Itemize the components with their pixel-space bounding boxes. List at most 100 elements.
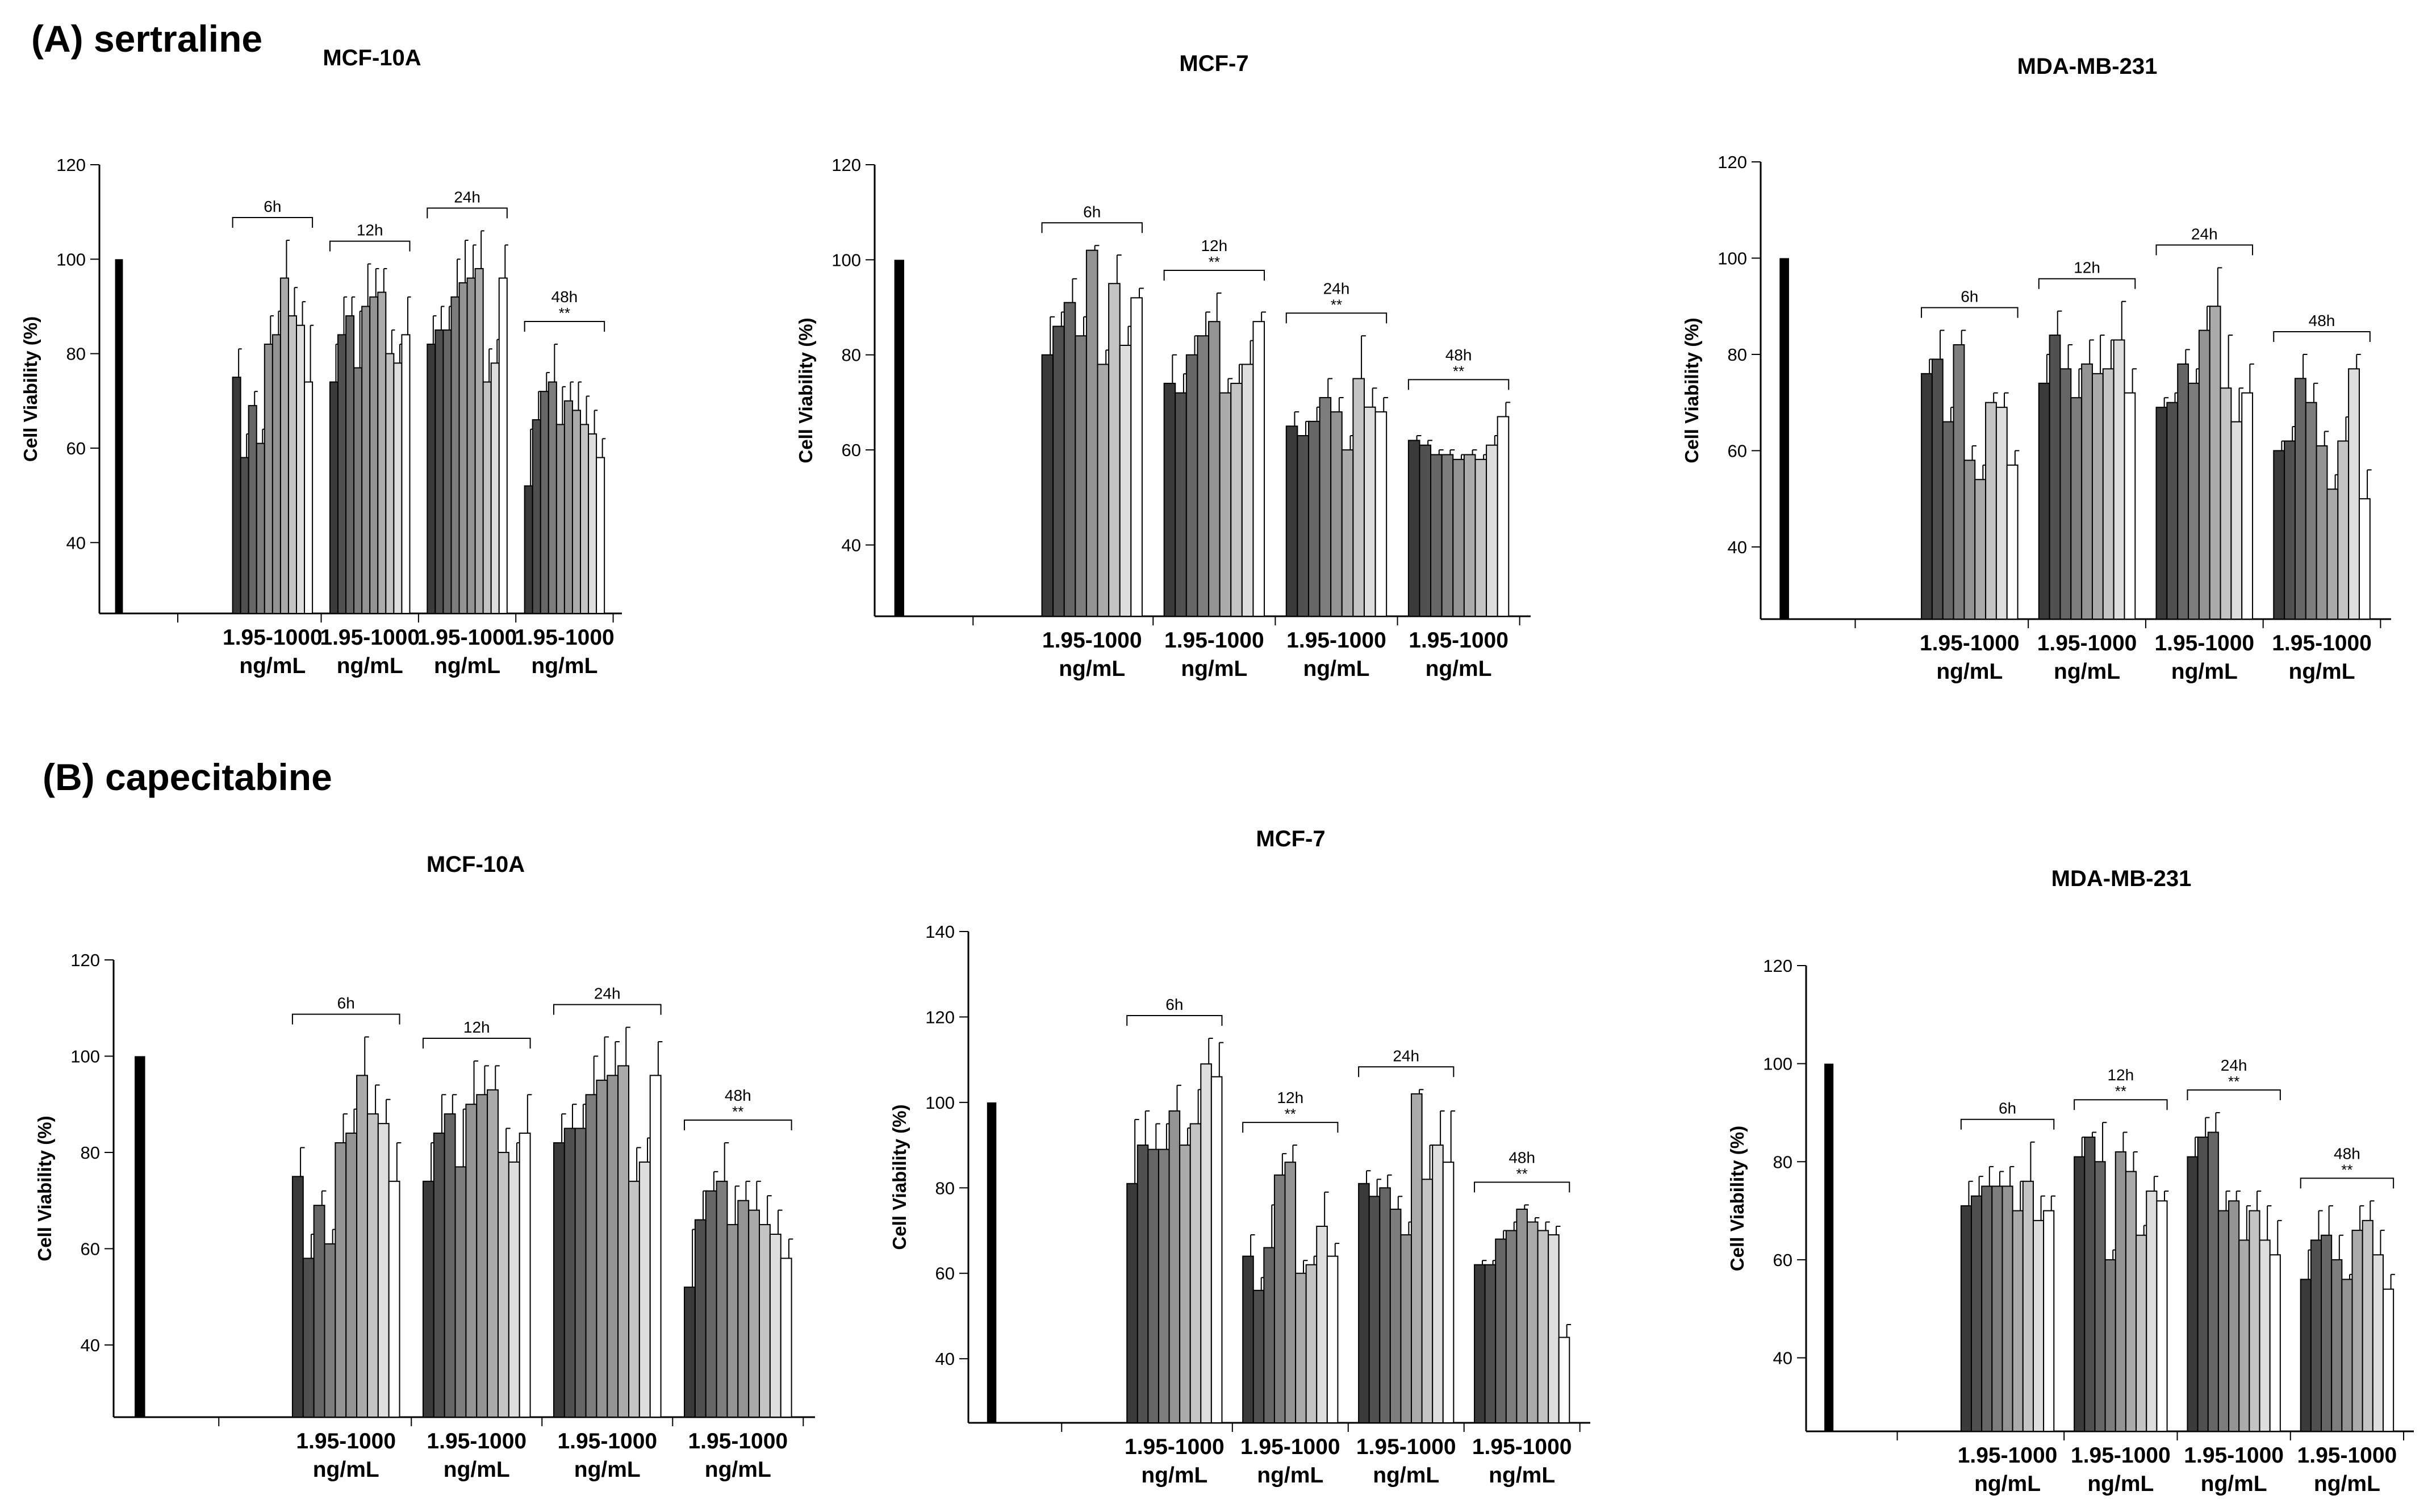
bar xyxy=(519,1133,531,1418)
bar xyxy=(1497,416,1510,617)
bar xyxy=(596,457,605,614)
x-tick-label: 1.95-1000 xyxy=(1958,1443,2058,1468)
time-label: 24h xyxy=(2191,225,2218,243)
bar xyxy=(2351,1230,2363,1432)
bar xyxy=(1130,297,1143,617)
y-tick-label: 60 xyxy=(81,1239,100,1259)
bar xyxy=(780,1258,792,1418)
time-bracket xyxy=(1921,307,2019,318)
y-tick-label: 80 xyxy=(842,345,861,365)
bar xyxy=(498,277,508,615)
bar xyxy=(2358,498,2371,620)
bar xyxy=(2259,1239,2271,1432)
time-bracket xyxy=(1358,1066,1455,1077)
x-tick-label: 1.95-1000 xyxy=(2272,631,2372,655)
x-tick-label: 1.95-1000 xyxy=(417,625,517,650)
time-bracket xyxy=(1285,312,1388,324)
chart-title: MCF-10A xyxy=(323,45,421,70)
chart-title: MCF-7 xyxy=(1256,826,1325,851)
bar xyxy=(1374,411,1388,617)
y-tick-label: 40 xyxy=(66,533,86,553)
bar xyxy=(2238,1239,2250,1432)
bar xyxy=(2321,1234,2333,1432)
x-tick-unit-label: ng/mL xyxy=(1373,1463,1439,1488)
time-label: 12h xyxy=(1277,1089,1303,1106)
x-tick-unit-label: ng/mL xyxy=(1489,1463,1555,1488)
time-bracket xyxy=(232,217,314,228)
time-label: 12h xyxy=(2074,259,2100,277)
bar xyxy=(1558,1336,1570,1423)
bar xyxy=(2241,392,2254,620)
x-tick-label: 1.95-1000 xyxy=(1164,628,1264,653)
x-tick-unit-label: ng/mL xyxy=(2314,1472,2380,1496)
time-bracket xyxy=(329,240,411,252)
x-tick-label: 1.95-1000 xyxy=(296,1429,396,1453)
x-tick-label: 1.95-1000 xyxy=(688,1429,788,1453)
bar xyxy=(2362,1219,2374,1432)
bar xyxy=(2197,1137,2209,1432)
x-tick-unit-label: ng/mL xyxy=(1141,1463,1207,1488)
control-bar xyxy=(1779,258,1789,619)
y-tick-label: 100 xyxy=(1763,1054,1792,1074)
x-tick-label: 1.95-1000 xyxy=(557,1429,657,1453)
bar xyxy=(2124,392,2136,620)
x-tick-unit-label: ng/mL xyxy=(2087,1472,2154,1496)
bar xyxy=(2001,1185,2013,1432)
time-label: 12h xyxy=(2107,1066,2134,1084)
bar xyxy=(2074,1156,2086,1432)
chart-sertraline-mcf7: MCF-7 40 60 80 100 120 Cell Viability (%) 6h 1.9… xyxy=(795,51,1531,681)
control-bar xyxy=(135,1056,145,1417)
x-tick-unit-label: ng/mL xyxy=(1059,657,1125,681)
bar xyxy=(304,381,314,614)
y-axis-label: Cell Viability (%) xyxy=(20,316,41,462)
bar xyxy=(2310,1239,2322,1432)
time-label: 12h xyxy=(1201,237,1227,254)
x-tick-unit-label: ng/mL xyxy=(1426,657,1492,681)
bar xyxy=(388,1180,400,1418)
bar xyxy=(2341,1279,2353,1432)
time-label: 48h xyxy=(1445,346,1472,364)
time-label: 48h xyxy=(2309,312,2335,329)
y-tick-label: 100 xyxy=(56,249,86,269)
chart-title: MCF-10A xyxy=(427,852,525,877)
x-tick-unit-label: ng/mL xyxy=(239,654,306,678)
x-tick-label: 1.95-1000 xyxy=(320,625,420,650)
time-label: 12h xyxy=(463,1018,490,1036)
bar xyxy=(649,1075,662,1418)
time-label: 6h xyxy=(1999,1100,2016,1117)
time-label: 6h xyxy=(264,198,281,215)
y-tick-label: 120 xyxy=(925,1007,955,1027)
x-tick-unit-label: ng/mL xyxy=(705,1457,771,1482)
time-bracket xyxy=(683,1120,792,1130)
significance-label: ** xyxy=(1516,1165,1528,1182)
time-bracket xyxy=(2300,1177,2395,1189)
x-tick-label: 1.95-1000 xyxy=(223,625,323,650)
y-tick-label: 80 xyxy=(66,344,86,364)
x-tick-label: 1.95-1000 xyxy=(515,625,615,650)
x-tick-unit-label: ng/mL xyxy=(2289,659,2355,684)
bar xyxy=(2217,1210,2230,1432)
time-label: 6h xyxy=(1165,996,1183,1013)
x-tick-unit-label: ng/mL xyxy=(1181,657,1247,681)
x-tick-unit-label: ng/mL xyxy=(2171,659,2238,684)
significance-label: ** xyxy=(2341,1161,2352,1178)
x-tick-label: 1.95-1000 xyxy=(2071,1443,2171,1468)
bar xyxy=(2006,464,2019,620)
y-tick-label: 120 xyxy=(1763,956,1792,976)
y-tick-label: 100 xyxy=(1718,248,1747,268)
section-title-sertraline: (A) sertraline xyxy=(31,18,263,60)
y-tick-label: 60 xyxy=(1728,441,1747,461)
time-bracket xyxy=(427,207,508,219)
time-bracket xyxy=(2187,1089,2281,1100)
time-bracket xyxy=(1407,379,1510,390)
y-tick-label: 60 xyxy=(842,440,861,460)
time-label: 24h xyxy=(2221,1056,2247,1074)
significance-label: ** xyxy=(732,1103,743,1120)
y-tick-label: 60 xyxy=(935,1264,955,1284)
time-bracket xyxy=(524,321,605,332)
x-tick-label: 1.95-1000 xyxy=(2037,631,2137,655)
time-label: 24h xyxy=(594,985,621,1003)
x-tick-label: 1.95-1000 xyxy=(2154,631,2254,655)
y-axis-label: Cell Viability (%) xyxy=(889,1104,910,1250)
